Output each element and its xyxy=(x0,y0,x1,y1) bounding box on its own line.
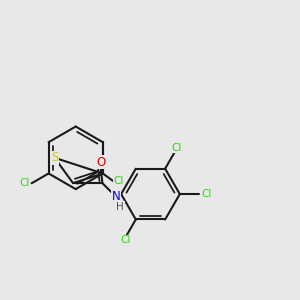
Text: H: H xyxy=(116,202,124,212)
Text: S: S xyxy=(51,151,58,164)
Text: Cl: Cl xyxy=(201,189,212,199)
Text: Cl: Cl xyxy=(20,178,30,188)
Text: O: O xyxy=(97,155,106,169)
Text: Cl: Cl xyxy=(121,235,131,245)
Text: Cl: Cl xyxy=(172,143,182,153)
Text: N: N xyxy=(112,190,121,203)
Text: Cl: Cl xyxy=(113,176,124,186)
